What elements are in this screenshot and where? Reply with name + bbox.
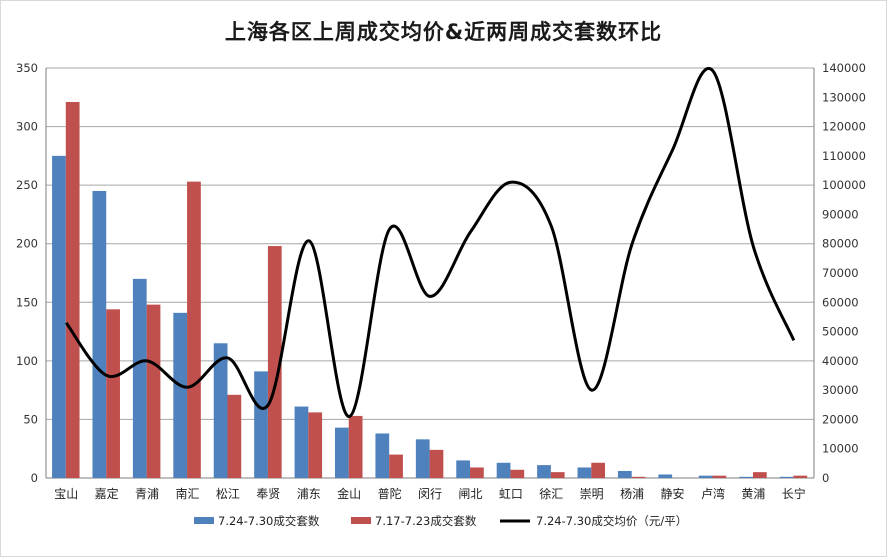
- bar-current-week: [213, 343, 228, 478]
- x-category-label: 金山: [337, 486, 361, 501]
- y-left-tick-label: 100: [16, 354, 38, 368]
- bar-previous-week: [65, 101, 80, 478]
- bar-current-week: [779, 476, 794, 478]
- bar-current-week: [173, 312, 188, 478]
- x-category-label: 闵行: [418, 486, 442, 501]
- category-labels: 宝山 嘉定 青浦 南汇 松江 奉贤 浦东 金山 普陀 闵行 闸北 虹口 徐汇 崇明 杨浦 静安 卢湾 黄浦 长宁: [54, 486, 806, 501]
- bar-previous-week: [348, 415, 363, 478]
- y-right-tick-label: 60000: [822, 295, 859, 309]
- y-left-tick-label: 50: [23, 412, 38, 426]
- x-category-label: 卢湾: [701, 486, 725, 501]
- x-category-label: 奉贤: [256, 487, 280, 501]
- legend: 7.24-7.30成交套数 7.17-7.23成交套数 7.24-7.30成交均价（…: [194, 514, 687, 528]
- legend-label: 7.24-7.30成交套数: [218, 514, 320, 528]
- y-left-tick-label: 250: [16, 178, 38, 192]
- avg-price-line: [64, 66, 796, 419]
- left-axis-labels: 0 50 100 150 200 250 300 350: [16, 61, 38, 485]
- x-category-label: 徐汇: [539, 486, 563, 501]
- x-category-label: 嘉定: [95, 486, 119, 501]
- bar-current-week: [617, 470, 632, 478]
- bar-current-week: [698, 475, 713, 478]
- bar-previous-week: [106, 309, 120, 478]
- bar-previous-week: [187, 181, 201, 478]
- bar-previous-week: [550, 472, 565, 478]
- bar-current-week: [537, 465, 551, 478]
- bar-current-week: [375, 433, 390, 478]
- x-category-label: 崇明: [580, 487, 604, 501]
- legend-label: 7.24-7.30成交均价（元/平）: [536, 514, 687, 528]
- price-line: [64, 66, 796, 419]
- x-category-label: 南汇: [175, 486, 199, 501]
- legend-label: 7.17-7.23成交套数: [375, 514, 477, 528]
- y-left-tick-label: 0: [31, 471, 38, 485]
- y-right-tick-label: 80000: [822, 237, 859, 251]
- y-right-tick-label: 110000: [822, 149, 866, 163]
- bar-current-week: [52, 155, 66, 478]
- y-right-tick-label: 90000: [822, 207, 859, 221]
- right-axis-labels: 0 10000 20000 30000 40000 50000 60000 70000 8000…: [822, 61, 866, 485]
- y-left-tick-label: 300: [16, 120, 38, 134]
- bar-current-week: [254, 371, 268, 478]
- bar-previous-week: [308, 412, 323, 478]
- bar-current-week: [132, 278, 147, 478]
- bar-previous-week: [631, 476, 646, 478]
- y-left-tick-label: 200: [16, 237, 38, 251]
- bar-current-week: [739, 476, 753, 478]
- x-category-label: 长宁: [782, 486, 806, 501]
- bar-previous-week: [591, 462, 606, 478]
- bar-current-week: [294, 406, 309, 478]
- x-category-label: 虹口: [499, 487, 523, 501]
- y-right-tick-label: 70000: [822, 266, 859, 280]
- y-right-tick-label: 50000: [822, 325, 859, 339]
- bar-previous-week: [793, 475, 808, 478]
- bar-previous-week: [227, 394, 242, 478]
- y-right-tick-label: 30000: [822, 383, 859, 397]
- bar-current-week: [415, 439, 430, 478]
- x-category-label: 松江: [216, 487, 240, 501]
- bar-current-week: [658, 474, 673, 478]
- gridlines: [45, 67, 815, 479]
- y-left-tick-label: 350: [16, 61, 38, 75]
- x-category-label: 静安: [661, 486, 685, 501]
- bar-previous-week: [470, 467, 484, 478]
- x-category-label: 青浦: [135, 487, 159, 501]
- bar-previous-week: [712, 475, 727, 478]
- bar-current-week: [456, 460, 471, 478]
- bar-previous-week: [267, 246, 282, 478]
- bar-current-week: [496, 462, 511, 478]
- legend-swatch: [351, 517, 371, 524]
- y-right-tick-label: 100000: [822, 178, 866, 192]
- y-right-tick-label: 10000: [822, 442, 859, 456]
- bar-previous-week: [510, 469, 525, 478]
- y-right-tick-label: 140000: [822, 61, 866, 75]
- bar-current-week: [92, 191, 107, 478]
- bar-previous-week: [146, 304, 161, 478]
- chart-title: 上海各区上周成交均价&近两周成交套数环比: [224, 20, 663, 44]
- y-left-tick-label: 150: [16, 295, 38, 309]
- bar-current-week: [335, 427, 349, 478]
- x-category-label: 普陀: [378, 486, 402, 501]
- x-category-label: 杨浦: [620, 486, 644, 501]
- x-category-label: 黄浦: [741, 487, 765, 501]
- x-category-label: 浦东: [297, 487, 321, 501]
- y-right-tick-label: 20000: [822, 412, 859, 426]
- y-right-tick-label: 0: [822, 471, 829, 485]
- bar-series: [52, 101, 808, 478]
- y-right-tick-label: 120000: [822, 120, 866, 134]
- bar-current-week: [577, 467, 592, 478]
- x-category-label: 宝山: [54, 487, 78, 501]
- x-category-label: 闸北: [458, 487, 482, 501]
- bar-previous-week: [752, 472, 767, 478]
- y-right-tick-label: 130000: [822, 90, 866, 104]
- y-right-tick-label: 40000: [822, 354, 859, 368]
- legend-swatch: [194, 517, 214, 524]
- bar-previous-week: [429, 449, 444, 478]
- bar-previous-week: [389, 454, 403, 478]
